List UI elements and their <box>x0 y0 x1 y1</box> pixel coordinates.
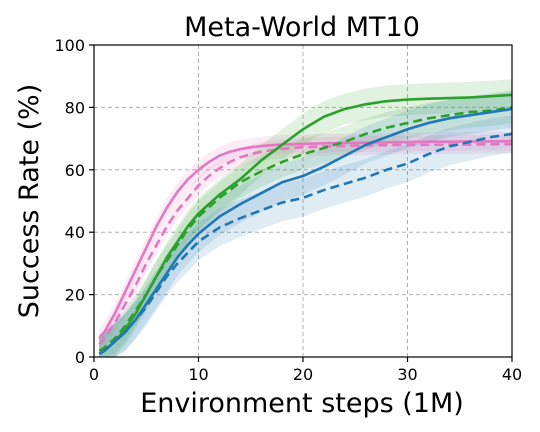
axes: 0 10 20 30 40 0 20 40 60 80 100 <box>54 36 522 384</box>
y-tick-label: 20 <box>65 286 85 305</box>
series-6-line <box>98 132 512 355</box>
series-2-band <box>99 134 512 354</box>
y-axis-title: Success Rate (%) <box>14 84 45 318</box>
series-2-line <box>98 142 512 346</box>
series-5-line <box>98 107 512 355</box>
grid <box>94 45 512 357</box>
series-lines <box>98 93 512 355</box>
y-tick-label: 80 <box>65 98 85 117</box>
series-4-line <box>98 106 512 352</box>
series-3-line <box>98 93 512 355</box>
y-tick-label: 40 <box>65 223 85 242</box>
x-tick-label: 30 <box>397 365 417 384</box>
series-5-band <box>99 90 512 357</box>
x-tick-label: 0 <box>89 365 99 384</box>
y-tick-label: 0 <box>75 348 85 367</box>
x-tick-label: 40 <box>502 365 522 384</box>
series-3-band <box>99 79 512 357</box>
x-axis-title: Environment steps (1M) <box>140 388 464 419</box>
x-tick-label: 20 <box>293 365 313 384</box>
y-tick-label: 60 <box>65 161 85 180</box>
series-1-line <box>98 139 512 340</box>
chart-title: Meta-World MT10 <box>184 12 420 43</box>
series-6-band <box>99 115 512 357</box>
y-tick-label: 100 <box>54 36 85 55</box>
x-tick-label: 10 <box>188 365 208 384</box>
